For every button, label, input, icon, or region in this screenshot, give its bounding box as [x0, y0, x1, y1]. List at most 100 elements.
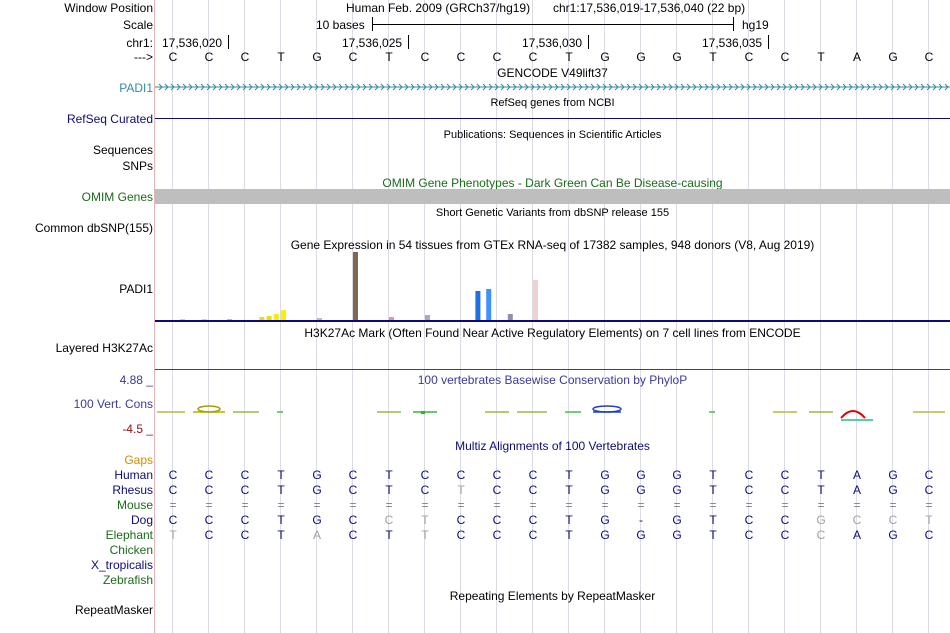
refseq-gene-line[interactable] [155, 118, 950, 119]
sequence-base: T [385, 50, 393, 64]
alignment-elephant-base: C [492, 528, 502, 542]
alignment-mouse-base: = [421, 498, 429, 512]
publications-label[interactable]: Sequences [92, 143, 153, 157]
alignment-human-base: C [420, 468, 430, 482]
strand-arrow [350, 83, 355, 91]
dbsnp-label[interactable]: Common dbSNP(155) [34, 221, 153, 235]
gtex-tissue-bar[interactable] [266, 316, 272, 320]
strand-arrow [788, 83, 793, 91]
gtex-tissue-bar[interactable] [425, 315, 430, 320]
alignment-human-base: C [924, 468, 934, 482]
alignment-dog-base: T [277, 513, 285, 527]
strand-arrow [320, 83, 325, 91]
strand-arrow [182, 83, 187, 91]
alignment-human-base: T [817, 468, 825, 482]
alignment-mouse-base: = [493, 498, 501, 512]
alignment-human-base: A [852, 468, 861, 482]
alignment-elephant-base: T [277, 528, 285, 542]
coord-label-2: 17,536,025 [342, 36, 403, 50]
repeatmasker-title: Repeating Elements by RepeatMasker [449, 589, 656, 603]
alignment-mouse-base: = [781, 498, 789, 512]
gtex-tissue-bar[interactable] [507, 314, 513, 320]
strand-arrow [392, 83, 397, 91]
species-label-x_tropicalis[interactable]: X_tropicalis [90, 558, 153, 572]
gencode-label[interactable]: PADI1 [119, 81, 153, 95]
omim-gene-bar[interactable] [155, 189, 950, 204]
strand-arrow [194, 83, 199, 91]
repeatmasker-label[interactable]: RepeatMasker [74, 603, 153, 617]
grid-line [532, 0, 533, 633]
conservation-label[interactable]: 100 Vert. Cons [73, 397, 153, 411]
gaps-label[interactable]: Gaps [124, 453, 153, 467]
gtex-tissue-bar[interactable] [486, 289, 492, 320]
conservation-title: 100 vertebrates Basewise Conservation by… [417, 373, 688, 387]
gtex-tissue-bar[interactable] [259, 317, 265, 320]
strand-arrow [218, 83, 223, 91]
species-label-chicken[interactable]: Chicken [109, 543, 153, 557]
gtex-tissue-bar[interactable] [317, 318, 322, 320]
gencode-gene-feature[interactable] [155, 81, 950, 93]
gtex-tissue-bar[interactable] [533, 280, 538, 320]
gtex-tissue-bar[interactable] [273, 314, 279, 320]
label-divider [154, 0, 155, 633]
alignment-mouse-base: = [529, 498, 537, 512]
alignment-elephant-base: C [204, 528, 214, 542]
strand-arrow [326, 83, 331, 91]
gtex-tissue-bar[interactable] [201, 319, 207, 320]
gtex-tissue-bar[interactable] [389, 317, 394, 320]
alignment-dog-base: C [204, 513, 214, 527]
alignment-rhesus-base: C [528, 483, 538, 497]
strand-arrow [722, 83, 727, 91]
alignment-mouse-base: = [673, 498, 681, 512]
sequence-base: C [240, 50, 250, 64]
multiz-title: Multiz Alignments of 100 Vertebrates [455, 439, 650, 453]
species-label-zebrafish[interactable]: Zebrafish [102, 573, 153, 587]
alignment-elephant-base: C [348, 528, 358, 542]
omim-label[interactable]: OMIM Genes [81, 190, 153, 204]
alignment-human-base: G [600, 468, 610, 482]
gtex-tissue-bar[interactable] [281, 310, 286, 320]
gtex-tissue-bar[interactable] [353, 252, 358, 320]
species-label-mouse[interactable]: Mouse [116, 498, 153, 512]
alignment-dog-base: T [565, 513, 573, 527]
sequence-base: G [636, 50, 646, 64]
h3k27ac-label[interactable]: Layered H3K27Ac [55, 341, 153, 355]
alignment-elephant-base: T [421, 528, 429, 542]
alignment-dog-base: G [600, 513, 610, 527]
refseq-label[interactable]: RefSeq Curated [66, 112, 153, 126]
alignment-mouse-base: = [313, 498, 321, 512]
gtex-label[interactable]: PADI1 [119, 282, 153, 296]
gtex-bar-chart[interactable] [155, 252, 950, 324]
snps-label[interactable]: SNPs [122, 159, 153, 173]
alignment-mouse-base: = [205, 498, 213, 512]
conservation-plot[interactable] [155, 398, 950, 428]
species-label-dog[interactable]: Dog [130, 513, 153, 527]
strand-arrow [758, 83, 763, 91]
alignment-human-base: T [565, 468, 573, 482]
gtex-tissue-bar[interactable] [475, 291, 481, 320]
alignment-dog-base: C [888, 513, 898, 527]
strand-arrow [338, 83, 343, 91]
species-label-human[interactable]: Human [114, 468, 153, 482]
gtex-tissue-bar[interactable] [227, 319, 232, 320]
alignment-elephant-base: C [816, 528, 826, 542]
strand-arrow [650, 83, 655, 91]
strand-arrow [212, 83, 217, 91]
strand-arrow [626, 83, 631, 91]
sequence-base: C [492, 50, 502, 64]
omim-title: OMIM Gene Phenotypes - Dark Green Can Be… [382, 176, 723, 190]
alignment-rhesus-base: G [672, 483, 682, 497]
species-label-elephant[interactable]: Elephant [105, 528, 153, 542]
strand-arrow [740, 83, 745, 91]
strand-arrow [446, 83, 451, 91]
sequence-base: A [852, 50, 861, 64]
grid-line [388, 0, 389, 633]
alignment-dog-base: G [816, 513, 826, 527]
gtex-tissue-bar[interactable] [180, 319, 186, 320]
strand-arrow [188, 83, 193, 91]
scale-bar-right-cap [733, 17, 734, 31]
grid-line [856, 0, 857, 633]
strand-arrow [374, 83, 379, 91]
species-label-rhesus[interactable]: Rhesus [112, 483, 153, 497]
alignment-mouse-base: = [565, 498, 573, 512]
